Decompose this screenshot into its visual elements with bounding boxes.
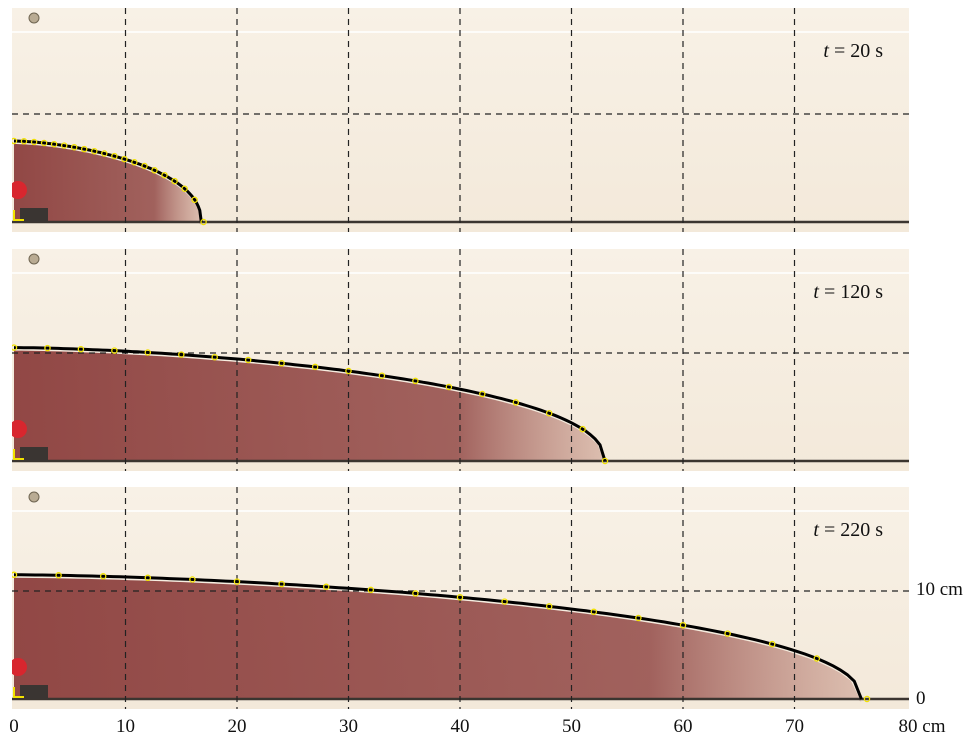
data-point	[590, 608, 598, 616]
gravity-current	[14, 144, 202, 225]
data-point	[601, 457, 609, 465]
data-point	[278, 360, 285, 367]
data-point	[322, 583, 330, 591]
data-point	[80, 145, 88, 153]
data-point	[77, 345, 85, 353]
theory-curve	[14, 346, 607, 462]
data-point	[378, 372, 386, 379]
data-point	[233, 578, 241, 585]
time-label: t = 220 s	[813, 519, 883, 541]
data-point	[412, 590, 419, 597]
data-point	[278, 580, 285, 588]
data-point	[445, 383, 453, 391]
x-tick-label: 20	[227, 716, 247, 737]
x-tick-label: 40	[450, 716, 470, 737]
data-point	[211, 353, 218, 361]
x-tick-label: 10	[116, 716, 135, 737]
valve-icon	[12, 420, 27, 438]
data-point	[60, 142, 68, 149]
data-point	[20, 138, 28, 145]
data-point	[200, 218, 207, 226]
data-point	[244, 356, 252, 364]
data-point	[367, 586, 375, 594]
data-point	[131, 159, 138, 166]
time-label: t = 20 s	[823, 40, 883, 62]
origin-marker	[13, 449, 24, 460]
data-point	[44, 344, 51, 352]
snapshot-panel-t120: t = 120 s	[12, 249, 909, 471]
x-tick-label: 60	[673, 716, 693, 737]
data-point	[99, 573, 107, 580]
data-point	[545, 603, 553, 610]
bolt-icon	[28, 491, 40, 503]
origin-marker	[13, 210, 24, 221]
x-tick-label: 80 cm	[898, 716, 946, 737]
y-tick-label: 10 cm	[916, 579, 963, 600]
tank-image	[12, 487, 909, 709]
data-point	[161, 171, 168, 179]
data-point	[479, 390, 486, 398]
valve-icon	[12, 658, 27, 676]
gravity-current	[14, 577, 862, 702]
y-tick-label: 0	[916, 688, 926, 709]
data-point	[12, 571, 18, 579]
bolt-icon	[28, 12, 40, 24]
data-point	[679, 621, 687, 629]
data-point	[863, 695, 871, 703]
data-point	[121, 155, 128, 163]
data-point	[412, 377, 419, 385]
data-point	[144, 574, 152, 582]
data-point	[101, 150, 108, 157]
data-point	[345, 367, 352, 375]
snapshot-panel-t220: t = 220 s	[12, 487, 909, 709]
data-point	[768, 640, 776, 648]
data-point	[30, 138, 38, 146]
data-point	[141, 162, 148, 170]
inlet-block	[20, 447, 48, 461]
data-point	[189, 576, 196, 583]
data-point	[501, 598, 508, 605]
inlet-block	[20, 208, 48, 222]
inlet-block	[20, 685, 48, 699]
data-point	[151, 167, 158, 174]
data-point	[178, 351, 185, 358]
x-tick-label: 70	[785, 716, 804, 737]
data-point	[12, 344, 18, 351]
data-point	[635, 614, 642, 622]
data-point	[545, 409, 553, 417]
data-point	[311, 363, 319, 371]
data-point	[111, 347, 118, 354]
valve-icon	[12, 181, 27, 199]
origin-marker	[13, 687, 24, 698]
bolt-icon	[28, 253, 40, 265]
data-point	[70, 143, 78, 151]
data-point	[55, 572, 62, 579]
tank-image	[12, 249, 909, 471]
data-point	[40, 139, 48, 147]
theory-curve	[14, 139, 203, 223]
tank-image	[12, 8, 909, 232]
snapshot-panel-t20: t = 20 s	[12, 8, 909, 232]
data-point	[111, 152, 118, 160]
data-point	[50, 140, 58, 148]
data-point	[579, 425, 586, 433]
theory-curve	[14, 573, 863, 700]
data-point	[12, 137, 18, 145]
data-point	[144, 349, 152, 356]
data-point	[181, 185, 188, 192]
x-tick-label: 30	[339, 716, 358, 737]
data-point	[191, 196, 198, 204]
data-point	[724, 630, 731, 637]
data-point	[171, 177, 178, 185]
data-point	[91, 147, 98, 155]
time-label: t = 120 s	[813, 281, 883, 303]
x-tick-label: 50	[562, 716, 581, 737]
data-point	[456, 594, 464, 601]
gravity-current	[14, 350, 605, 464]
x-tick-label: 0	[9, 716, 19, 737]
data-point	[813, 655, 821, 662]
data-point	[512, 399, 520, 406]
